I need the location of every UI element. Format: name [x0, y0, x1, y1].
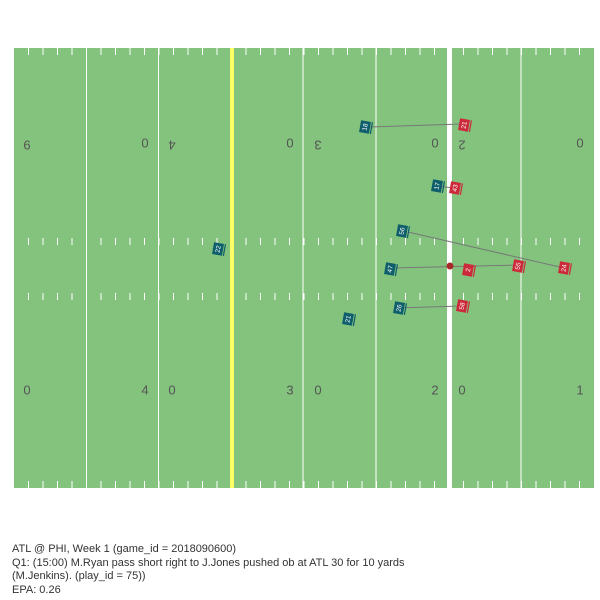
yard-number: 0 [576, 135, 583, 150]
yard-number: 3 [314, 138, 321, 153]
player-marker-offense-17: 17 [431, 179, 446, 194]
player-path [391, 264, 521, 269]
field-turf: 9 0 4 0 3 0 2 0 0 4 0 3 0 2 0 1 [14, 48, 594, 488]
play-description: ATL @ PHI, Week 1 (game_id = 2018090600)… [12, 543, 592, 597]
player-jersey-number: 17 [434, 182, 442, 191]
player-jersey-number: 22 [215, 245, 223, 254]
player-facing-bar [459, 183, 464, 196]
player-jersey-number: 43 [452, 184, 460, 193]
player-marker-defense-2: 2 [462, 263, 477, 278]
player-marker-offense-21: 21 [342, 312, 357, 327]
player-jersey-box [512, 259, 524, 273]
player-marker-offense-26: 26 [393, 301, 408, 316]
player-facing-bar [369, 122, 374, 135]
yard-number: 0 [458, 382, 465, 397]
turf-rect [14, 48, 594, 488]
player-marker-defense-58: 58 [456, 299, 471, 314]
yard-number: 0 [314, 382, 321, 397]
football-marker [446, 262, 454, 270]
player-jersey-box [449, 181, 461, 195]
yard-number: 0 [431, 135, 438, 150]
player-jersey-box [342, 312, 354, 326]
player-jersey-box [462, 263, 474, 277]
player-marker-defense-24: 24 [558, 261, 573, 276]
player-jersey-number: 58 [459, 302, 467, 311]
yard-number: 4 [168, 138, 175, 153]
player-jersey-box [396, 224, 408, 238]
player-jersey-number: 21 [461, 121, 469, 130]
player-path [396, 305, 463, 309]
yard-number: 0 [141, 135, 148, 150]
yard-number: 1 [576, 382, 583, 397]
player-marker-offense-47: 47 [384, 262, 399, 277]
player-jersey-box [458, 118, 470, 132]
player-facing-bar [468, 120, 473, 133]
player-jersey-number: 21 [345, 315, 353, 324]
yard-number: 3 [286, 382, 293, 397]
yard-number: 2 [458, 138, 465, 153]
player-marker-offense-56: 56 [396, 224, 411, 239]
player-jersey-number: 26 [396, 304, 404, 313]
player-jersey-box [384, 262, 396, 276]
player-marker-offense-18: 18 [359, 120, 374, 135]
player-marker-offense-22: 22 [212, 242, 227, 257]
player-jersey-box [431, 179, 443, 193]
player-path [407, 231, 565, 269]
player-facing-bar [522, 261, 527, 274]
player-jersey-number: 2 [465, 267, 473, 272]
player-markers: 18 21 17 43 56 24 47 2 55 26 58 21 22 [212, 118, 573, 327]
epa-line: EPA: 0.26 [12, 583, 61, 596]
player-jersey-number: 47 [387, 265, 395, 274]
player-facing-bar [472, 265, 477, 278]
yard-number: 0 [168, 382, 175, 397]
yard-number: 4 [141, 382, 148, 397]
player-facing-bar [406, 226, 411, 239]
player-facing-bar [222, 244, 227, 257]
player-jersey-number: 56 [399, 227, 407, 236]
play-text-line: Q1: (15:00) M.Ryan pass short right to J… [12, 556, 405, 569]
player-jersey-number: 55 [515, 262, 523, 271]
yard-number: 2 [431, 382, 438, 397]
player-jersey-number: 18 [362, 123, 370, 132]
player-marker-defense-43: 43 [449, 181, 464, 196]
yard-number: 9 [23, 138, 30, 153]
player-facing-bar [466, 301, 471, 314]
yard-number: 0 [286, 135, 293, 150]
player-jersey-box [212, 242, 224, 256]
player-marker-defense-55: 55 [512, 259, 527, 274]
player-jersey-box [558, 261, 570, 275]
player-facing-bar [568, 263, 573, 276]
play-text-line-continued: (M.Jenkins). (play_id = 75)) [12, 570, 146, 582]
player-facing-bar [352, 314, 357, 327]
player-jersey-box [359, 120, 371, 134]
game-info-line: ATL @ PHI, Week 1 (game_id = 2018090600) [12, 543, 237, 555]
player-path [369, 123, 463, 128]
player-facing-bar [403, 303, 408, 316]
yard-number: 0 [23, 382, 30, 397]
player-jersey-box [456, 299, 468, 313]
player-jersey-number: 24 [561, 264, 569, 273]
player-facing-bar [441, 181, 446, 194]
player-marker-defense-21: 21 [458, 118, 473, 133]
player-jersey-box [393, 301, 405, 315]
player-facing-bar [394, 264, 399, 277]
